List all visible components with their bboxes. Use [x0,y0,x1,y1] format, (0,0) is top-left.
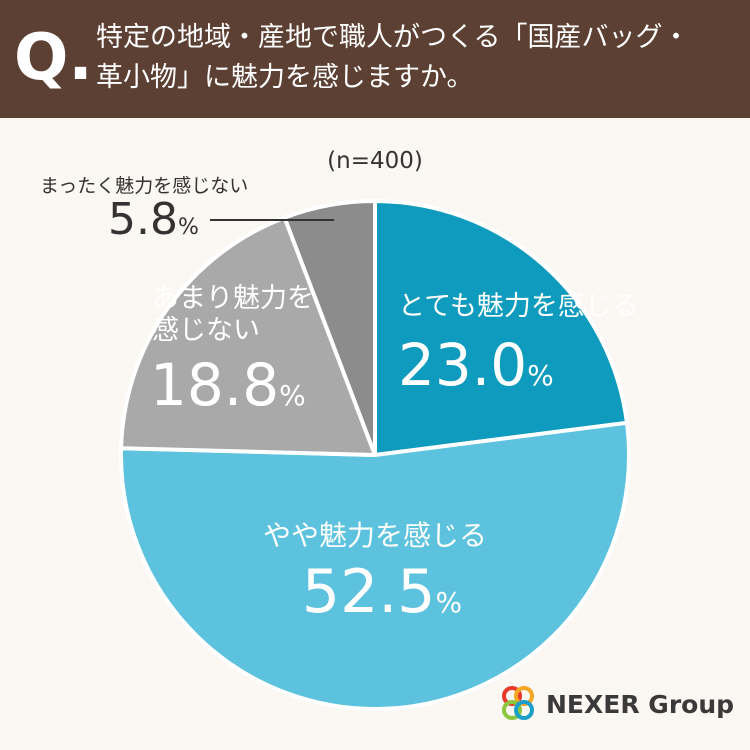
question-line-2: 革小物」に魅力を感じますか。 [96,62,474,93]
slice-label-1: とても魅力を感じる [398,291,639,322]
pie-slice-4 [282,199,377,457]
slice-label-3-line-2: 感じない [152,315,260,346]
slice-value-4: 5.8% [108,194,199,245]
logo-ring-4 [514,700,534,720]
slice-value-1: 23.0% [398,331,554,399]
pie-chart: (n=400) とても魅力を感じる 23.0% やや魅力を感じる 52.5% あまり魅力… [40,148,639,711]
pie-slice-2 [119,420,631,711]
slice-label-3-line-1: あまり魅力を [152,283,314,314]
question-line-1: 特定の地域・産地で職人がつくる「国産バッグ・ [96,22,690,53]
slice-label-4: まったく魅力を感じない [40,175,248,197]
logo-text: NEXER Group [546,689,735,719]
nexer-logo: NEXER Group [498,682,734,726]
sample-size-label: (n=400) [327,148,423,174]
question-header: Q. 特定の地域・産地で職人がつくる「国産バッグ・ 革小物」に魅力を感じますか。 [0,0,750,118]
slice-label-2: やや魅力を感じる [263,519,487,552]
slice-value-2: 52.5% [302,557,462,627]
pie-slice-1 [373,199,629,457]
slice-value-3: 18.8% [150,351,306,419]
question-text: 特定の地域・産地で職人がつくる「国産バッグ・ 革小物」に魅力を感じますか。 [96,18,736,98]
pie-slice-3 [119,215,377,457]
logo-ring-3 [502,700,522,720]
question-mark: Q. [14,21,93,95]
nexer-logo-icon [502,686,534,720]
